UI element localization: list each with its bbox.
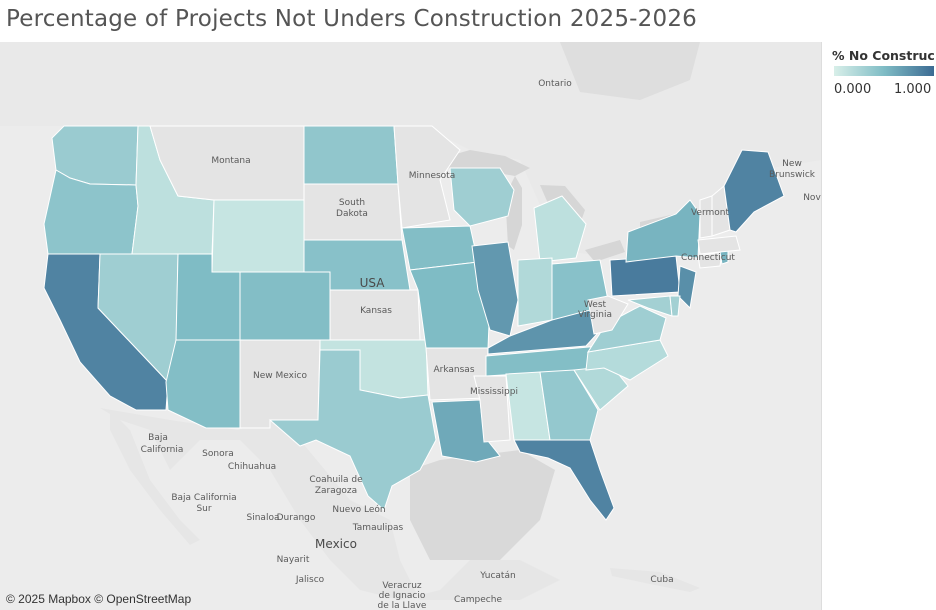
states-layer [43,125,785,521]
legend-gradient-bar [834,66,934,76]
state-new-jersey[interactable] [677,265,697,310]
place-label: West [584,300,607,310]
place-label: Mississippi [470,387,518,397]
canada-land [0,42,821,262]
place-label: Tamaulipas [352,523,404,533]
place-label: Campeche [454,595,502,605]
state-pennsylvania[interactable] [609,255,681,297]
color-legend[interactable]: % No Construc.. 0.000 1.000 [830,48,936,108]
state-mississippi[interactable] [473,375,511,443]
cuba-land [610,568,700,592]
legend-max-label: 1.000 [894,82,932,97]
place-label: Veracruz [382,581,422,591]
place-label: Nov [803,193,821,203]
place-label: Durango [277,513,316,523]
state-wyoming[interactable] [211,199,305,273]
place-label: California [141,445,184,455]
place-label: Minnesota [409,171,455,181]
place-label: Ontario [538,79,572,89]
legend-title: % No Construc.. [832,48,936,63]
place-label: Cuba [650,575,673,585]
state-texas[interactable] [268,349,437,511]
place-label: USA [360,276,386,290]
place-label: Sur [196,504,211,514]
place-label: New [782,159,802,169]
place-label: Nayarit [277,555,310,565]
mexico-land [100,408,560,600]
place-label: South [339,198,365,208]
state-new-mexico[interactable] [239,339,321,429]
place-label: Dakota [336,209,368,219]
place-label: Vermont [691,208,730,218]
state-colorado[interactable] [239,271,331,341]
chart-title: Percentage of Projects Not Unders Constr… [6,6,698,32]
hudson-bay [560,42,700,100]
state-west-virginia[interactable] [587,295,629,335]
state-maine[interactable] [723,149,785,233]
place-label: Zaragoza [315,486,357,496]
baja-land [110,410,200,545]
place-label: Sinaloa [247,513,280,523]
state-arizona[interactable] [165,339,241,429]
state-michigan[interactable] [533,195,587,263]
place-label: Coahuila de [309,475,363,485]
state-georgia[interactable] [539,369,599,441]
place-label: Kansas [360,306,392,316]
place-label: Montana [211,156,250,166]
map-view[interactable]: Ontario Montana Minnesota South Dakota USA Kan… [0,42,822,610]
state-wisconsin[interactable] [449,167,515,227]
place-label: Nuevo León [332,504,385,515]
place-label: de Ignacio [379,591,426,601]
place-label: Brunswick [769,170,816,180]
state-indiana[interactable] [517,257,553,327]
state-massachusetts[interactable] [697,235,741,255]
place-label: Baja [148,433,168,443]
state-connecticut[interactable] [697,251,723,269]
place-label: Mexico [315,537,357,551]
legend-min-label: 0.000 [834,82,872,97]
state-virginia[interactable] [586,305,667,353]
place-label: Chihuahua [228,462,276,472]
place-label: de la Llave [378,601,427,610]
place-label: Jalisco [295,575,325,585]
place-label: Yucatán [479,571,515,581]
place-label: Virginia [578,310,612,320]
gulf-of-mexico [410,450,555,560]
place-label: Connecticut [681,253,735,263]
state-florida[interactable] [513,439,615,521]
state-north-dakota[interactable] [303,125,399,185]
place-label: Baja California [171,493,236,503]
place-label: Arkansas [433,365,474,375]
state-minnesota[interactable] [393,125,461,229]
state-new-york[interactable] [625,199,701,263]
place-label: Sonora [202,449,234,459]
place-label: New Mexico [253,371,307,381]
state-delaware[interactable] [669,295,681,317]
map-attribution[interactable]: © 2025 Mapbox © OpenStreetMap [6,592,192,606]
